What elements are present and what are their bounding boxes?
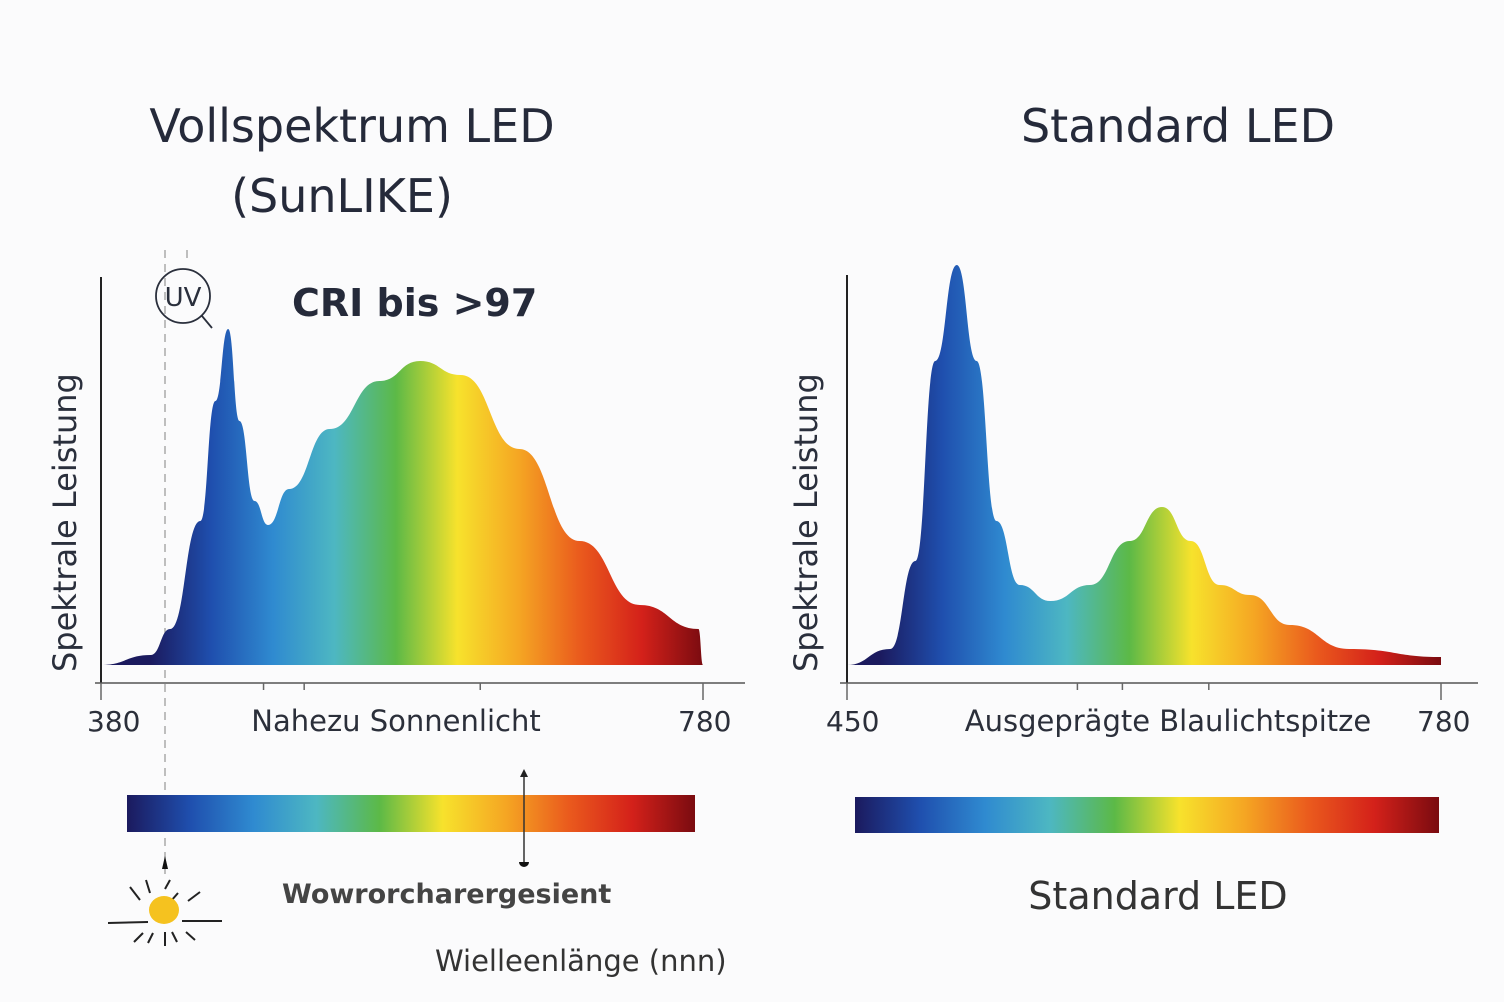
uv-pin-icon <box>162 856 168 869</box>
left-spectrum-caption: Wowrorcharergesient <box>282 879 611 910</box>
uv-magnifier-icon: UV <box>155 268 213 329</box>
right-spectrum-caption: Standard LED <box>1028 874 1287 918</box>
right-y-label: Spektrale Leistung <box>787 373 825 672</box>
right-x-tick-min: 450 <box>826 705 879 738</box>
left-title-line2: (SunLIKE) <box>231 169 453 223</box>
marker-arrow-icon <box>520 769 528 777</box>
left-x-label: Nahezu Sonnenlicht <box>251 704 540 738</box>
sun-icon <box>107 879 222 946</box>
left-y-label: Spektrale Leistung <box>46 373 84 672</box>
cri-annotation: CRI bis >97 <box>292 281 537 325</box>
left-x-tick-min: 380 <box>87 705 140 738</box>
left-spectrum-area <box>101 329 703 665</box>
right-spectrum-area <box>847 265 1441 665</box>
right-x-label: Ausgeprägte Blaulichtspitze <box>965 704 1371 738</box>
left-x-tick-max: 780 <box>678 705 731 738</box>
uv-label: UV <box>165 283 202 313</box>
right-x-tick-max: 780 <box>1417 705 1470 738</box>
left-spectrum-bar <box>127 795 695 832</box>
marker-pin-icon <box>519 862 529 867</box>
right-title: Standard LED <box>1021 99 1335 153</box>
right-spectrum-bar <box>855 797 1439 833</box>
left-title-line1: Vollspektrum LED <box>149 99 554 153</box>
x-axis-title: Wielleenlänge (nnn) <box>435 944 727 978</box>
